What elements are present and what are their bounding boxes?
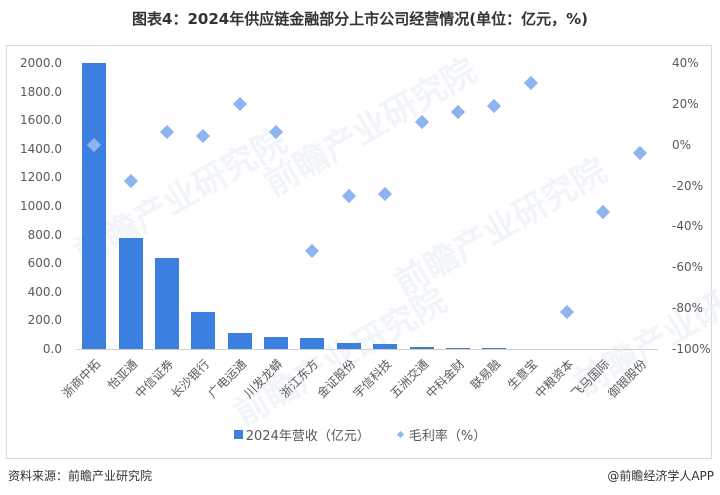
y-left-tick: 1800.0 [20, 84, 62, 99]
legend-label-margin: 毛利率（%） [408, 429, 487, 444]
y-right-tick: 40% [672, 56, 699, 70]
legend-item-revenue[interactable]: 2024年营收（亿元） [233, 425, 370, 444]
bar[interactable] [409, 346, 434, 349]
bar[interactable] [445, 347, 470, 349]
bar[interactable] [373, 343, 398, 349]
bar[interactable] [191, 312, 216, 349]
bar[interactable] [482, 347, 507, 349]
credit-note: @前瞻经济学人APP [607, 469, 714, 483]
bar[interactable] [118, 238, 143, 349]
legend-item-margin[interactable]: 毛利率（%） [396, 425, 487, 444]
bar[interactable] [336, 342, 361, 349]
y-left-tick: 2000.0 [20, 56, 62, 70]
y-right-tick: 20% [672, 96, 699, 111]
bar[interactable] [82, 63, 107, 349]
bar-swatch-icon [233, 430, 243, 439]
bar[interactable] [264, 336, 289, 349]
chart-frame [6, 45, 712, 459]
y-right-tick: -20% [672, 178, 704, 193]
y-left-tick: 1400.0 [20, 141, 62, 156]
source-note: 资料来源：前瞻产业研究院 [8, 469, 153, 483]
y-right-tick: -40% [672, 219, 704, 234]
y-left-tick: 800.0 [27, 227, 62, 242]
y-right-tick: -80% [672, 301, 704, 316]
y-left-tick: 200.0 [27, 313, 62, 328]
y-left-tick: 1600.0 [20, 113, 62, 128]
y-right-tick: -100% [672, 342, 711, 356]
bar[interactable] [154, 258, 179, 349]
diamond-swatch-icon [396, 430, 404, 439]
y-left-tick: 400.0 [27, 284, 62, 299]
chart-title: 图表4：2024年供应链金融部分上市公司经营情况(单位：亿元，%) [132, 10, 588, 28]
y-left-tick: 0.0 [42, 342, 62, 356]
x-axis-line [76, 349, 658, 350]
y-right-tick: 0% [672, 137, 692, 152]
y-left-tick: 600.0 [27, 256, 62, 271]
bar[interactable] [227, 333, 252, 349]
bar[interactable] [300, 337, 325, 349]
y-left-tick: 1000.0 [20, 199, 62, 213]
legend: 2024年营收（亿元） 毛利率（%） [0, 425, 720, 444]
y-right-tick: -60% [672, 260, 704, 275]
y-left-tick: 1200.0 [20, 170, 62, 185]
legend-label-revenue: 2024年营收（亿元） [245, 429, 370, 444]
